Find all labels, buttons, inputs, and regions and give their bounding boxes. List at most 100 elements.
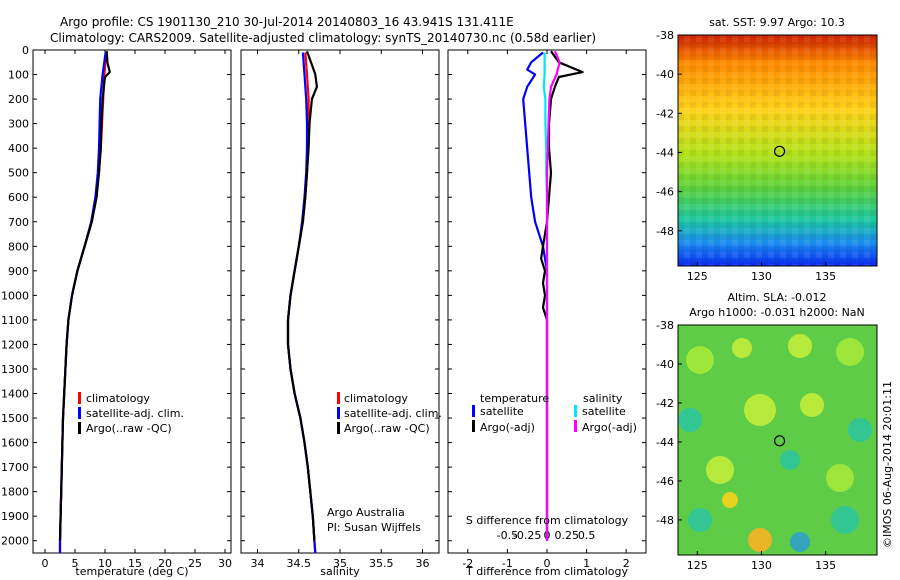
sla-map-panel: Altim. SLA: -0.012 Argo h1000: -0.031 h2… xyxy=(656,291,878,572)
x-tick-label: 10 xyxy=(98,557,112,570)
sla-anomaly-patch xyxy=(836,338,864,366)
legend-label-sal-argo: Argo(-adj) xyxy=(582,421,637,434)
map-y-tick-label: -42 xyxy=(656,397,674,410)
figure-title-line2: Climatology: CARS2009. Satellite-adjuste… xyxy=(50,31,596,45)
legend-swatch-sal-satellite xyxy=(574,405,577,417)
x-tick-label: 30 xyxy=(218,557,232,570)
sla-anomaly-patch xyxy=(688,508,712,532)
map-y-tick-label: -44 xyxy=(656,146,674,159)
legend-title-salinity: salinity xyxy=(583,392,623,405)
series-line-salinity-argo-adj xyxy=(545,50,561,541)
legend-swatch-sal-argo xyxy=(574,420,577,432)
x-top-tick-label: -0.25 xyxy=(513,529,541,542)
x-tick-label: 34 xyxy=(251,557,265,570)
sla-anomaly-patch xyxy=(788,334,812,358)
legend-swatch-temp-argo xyxy=(472,420,475,432)
legend-title-temperature: temperature xyxy=(480,392,549,405)
sla-anomaly-patch xyxy=(678,408,702,432)
x-tick-label: 36 xyxy=(416,557,430,570)
depth-tick-label: 100 xyxy=(8,69,29,82)
legend-label-climatology: climatology xyxy=(86,392,150,405)
argo-position-marker xyxy=(773,435,786,447)
depth-tick-label: 1900 xyxy=(1,510,29,523)
legend-label-climatology: climatology xyxy=(344,392,408,405)
sla-anomaly-patch xyxy=(748,528,772,552)
x-tick-label: 0 xyxy=(544,557,551,570)
x-tick-label: 2 xyxy=(623,557,630,570)
sst-map-title: sat. SST: 9.97 Argo: 10.3 xyxy=(709,16,845,29)
sla-anomaly-patch xyxy=(732,338,752,358)
sla-map-frame xyxy=(677,324,878,556)
x-top-tick-label: -0.5 xyxy=(497,529,518,542)
map-y-tick-label: -48 xyxy=(656,225,674,238)
legend-label-argo: Argo(..raw -QC) xyxy=(344,422,430,435)
legend-label-temp-argo: Argo(-adj) xyxy=(480,421,535,434)
depth-tick-label: 1500 xyxy=(1,412,29,425)
sla-map-anomalies xyxy=(678,334,872,552)
map-x-tick-label: 125 xyxy=(687,559,708,572)
map-y-tick-label: -46 xyxy=(656,186,674,199)
t-difference-axis-label: T difference from climatology xyxy=(465,565,628,578)
x-tick-label: 1 xyxy=(583,557,590,570)
sla-anomaly-patch xyxy=(848,418,872,442)
depth-tick-label: 600 xyxy=(8,191,29,204)
map-y-tick-label: -38 xyxy=(656,319,674,332)
temperature-legend: climatology satellite-adj. clim. Argo(..… xyxy=(78,392,184,435)
sst-map-panel: sat. SST: 9.97 Argo: 10.3 125 130 135 -38 -4… xyxy=(656,16,878,283)
annotation-argo-australia: Argo Australia xyxy=(327,506,405,519)
map-y-tick-label: -46 xyxy=(656,475,674,488)
x-tick-label: 25 xyxy=(188,557,202,570)
depth-tick-label: 400 xyxy=(8,142,29,155)
temperature-plot-frame xyxy=(32,49,232,554)
x-tick-label: 5 xyxy=(72,557,79,570)
legend-label-satellite-adj: satellite-adj. clim. xyxy=(86,407,184,420)
depth-tick-label: 300 xyxy=(8,118,29,131)
legend-swatch-climatology xyxy=(78,392,81,404)
depth-tick-label: 1800 xyxy=(1,486,29,499)
series-line-climatology xyxy=(286,52,317,554)
map-y-tick-label: -40 xyxy=(656,68,674,81)
map-x-tick-label: 135 xyxy=(815,270,836,283)
x-tick-label: 0 xyxy=(42,557,49,570)
series-line-argo-raw-qc xyxy=(286,50,318,541)
sla-anomaly-patch xyxy=(790,532,810,552)
depth-tick-label: 1600 xyxy=(1,437,29,450)
depth-tick-label: 1700 xyxy=(1,461,29,474)
sla-anomaly-patch xyxy=(722,492,738,508)
sla-map-title-line2: Argo h1000: -0.031 h2000: NaN xyxy=(689,306,865,319)
sla-anomaly-patch xyxy=(780,450,800,470)
x-tick-label: 20 xyxy=(158,557,172,570)
legend-label-temp-satellite: satellite xyxy=(480,405,524,418)
series-line-satellite-adj-clim xyxy=(286,52,317,554)
map-x-tick-label: 135 xyxy=(815,559,836,572)
depth-tick-label: 1000 xyxy=(1,289,29,302)
depth-tick-label: 500 xyxy=(8,167,29,180)
depth-tick-label: 1200 xyxy=(1,338,29,351)
sla-anomaly-patch xyxy=(800,393,824,417)
map-x-tick-label: 130 xyxy=(751,270,772,283)
x-tick-label: -2 xyxy=(462,557,473,570)
depth-tick-label: 800 xyxy=(8,240,29,253)
copyright-stamp: ©IMOS 06-Aug-2014 20:01:11 xyxy=(881,381,894,548)
argo-position-marker xyxy=(773,145,786,157)
legend-swatch-argo xyxy=(78,422,81,434)
x-tick-label: 35 xyxy=(333,557,347,570)
x-tick-label: 15 xyxy=(128,557,142,570)
legend-swatch-argo xyxy=(337,422,340,434)
depth-tick-label: 0 xyxy=(22,44,29,57)
depth-tick-label: 900 xyxy=(8,265,29,278)
annotation-pi: PI: Susan Wijffels xyxy=(327,521,421,534)
legend-swatch-climatology xyxy=(337,392,340,404)
temperature-profile-chart: 0100200300400500600700800900100011001200… xyxy=(1,44,232,570)
depth-tick-label: 1100 xyxy=(1,314,29,327)
sla-anomaly-patch xyxy=(744,394,776,426)
salinity-legend: climatology satellite-adj. clim. Argo(..… xyxy=(327,392,442,534)
legend-label-argo: Argo(..raw -QC) xyxy=(86,422,172,435)
depth-tick-label: 2000 xyxy=(1,535,29,548)
sla-anomaly-patch xyxy=(831,506,859,534)
legend-swatch-satellite-adj xyxy=(337,407,340,419)
salinity-profile-chart: 34 34.5 35 35.5 36 xyxy=(241,49,439,570)
x-top-tick-label: 0.5 xyxy=(578,529,596,542)
salinity-axis-label: salinity xyxy=(320,565,360,578)
